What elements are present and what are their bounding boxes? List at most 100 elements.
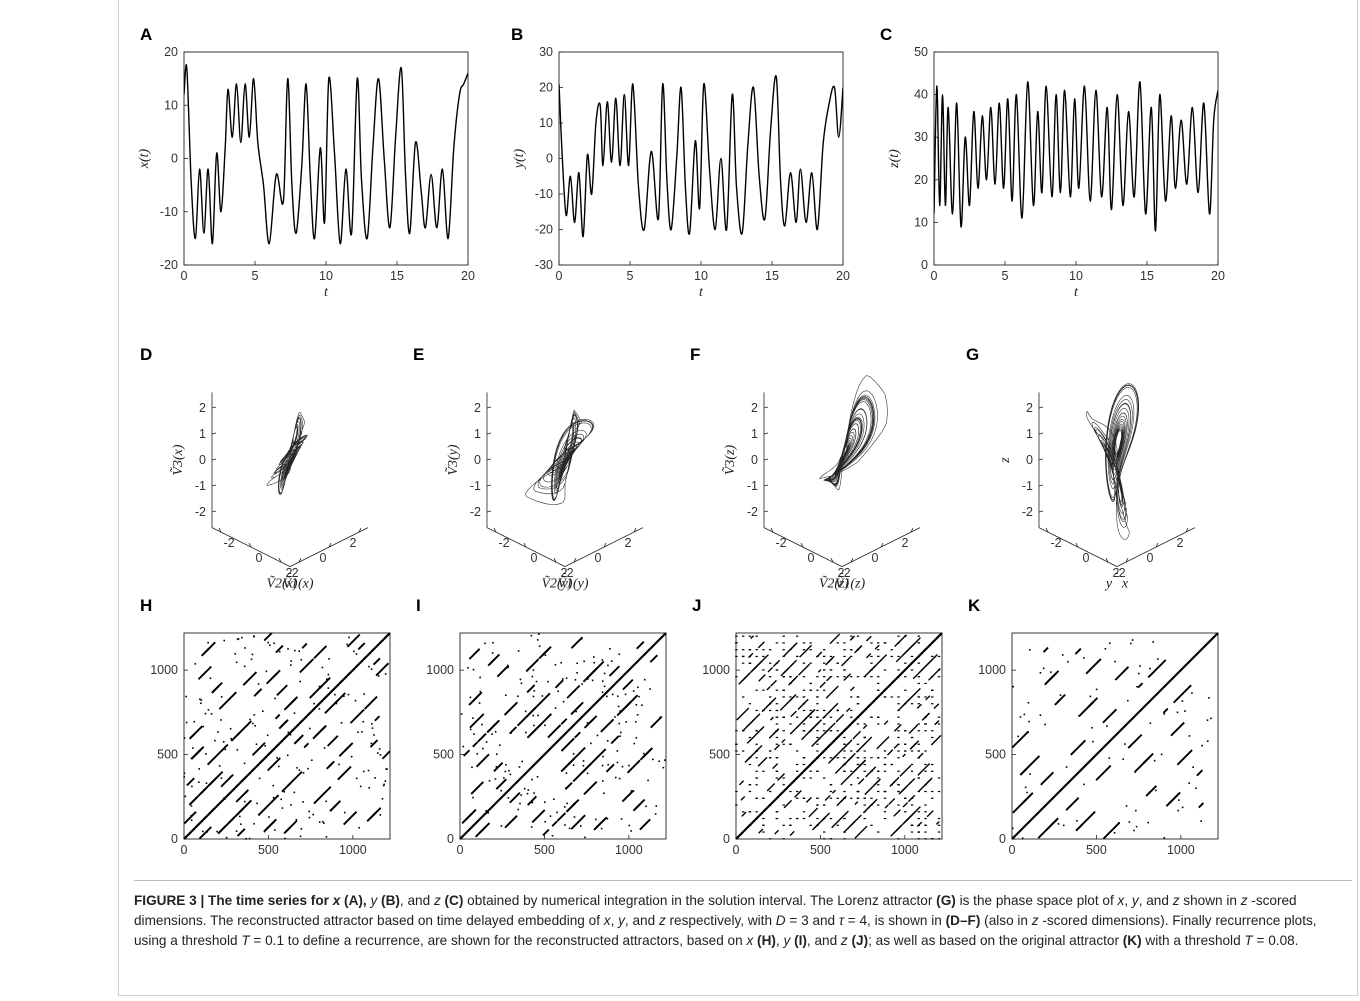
recurrence-point bbox=[554, 663, 557, 666]
recurrence-point bbox=[225, 836, 228, 839]
recurrence-segment bbox=[503, 701, 519, 716]
recurrence-segment bbox=[313, 645, 328, 660]
recurrence-point bbox=[1028, 720, 1030, 723]
recurrence-point bbox=[1201, 744, 1203, 747]
recurrence-point bbox=[606, 817, 609, 820]
recurrence-point bbox=[802, 709, 806, 712]
y-tick-label: 50 bbox=[914, 45, 928, 59]
recurrence-segment bbox=[284, 827, 291, 833]
recurrence-point bbox=[748, 811, 752, 813]
recurrence-point bbox=[795, 770, 799, 772]
recurrence-segment bbox=[190, 732, 196, 739]
recurrence-point bbox=[361, 731, 363, 733]
recurrence-point bbox=[816, 804, 819, 806]
recurrence-point bbox=[782, 689, 785, 691]
recurrence-point bbox=[272, 784, 274, 787]
recurrence-point bbox=[870, 757, 873, 759]
recurrence-point bbox=[1131, 639, 1134, 641]
recurrence-point bbox=[802, 649, 806, 651]
recurrence-point bbox=[735, 649, 738, 651]
recurrence-point bbox=[202, 725, 205, 728]
recurrence-point bbox=[863, 804, 866, 806]
recurrence-point bbox=[299, 835, 302, 838]
y-tick-mark bbox=[770, 527, 774, 533]
panel-letter-k: K bbox=[968, 596, 981, 615]
recurrence-point bbox=[823, 804, 826, 806]
recurrence-point bbox=[472, 717, 474, 720]
recurrence-point bbox=[924, 770, 927, 772]
recurrence-segment bbox=[817, 669, 822, 673]
y-tick-mark bbox=[1045, 527, 1049, 533]
recurrence-segment bbox=[799, 644, 813, 658]
recurrence-point bbox=[325, 836, 328, 838]
recurrence-point bbox=[322, 820, 324, 823]
z-tick-mark bbox=[1038, 484, 1044, 487]
panel-letter-f: F bbox=[690, 345, 700, 364]
recurrence-point bbox=[897, 676, 900, 678]
recurrence-segment bbox=[781, 738, 786, 744]
recurrence-point bbox=[628, 764, 630, 767]
recurrence-point bbox=[789, 682, 792, 685]
recurrence-point bbox=[937, 824, 941, 826]
recurrence-point bbox=[883, 770, 887, 772]
x-tick-label: 0 bbox=[320, 551, 327, 565]
recurrence-point bbox=[245, 837, 247, 840]
recurrence-segment bbox=[538, 647, 551, 660]
recurrence-point bbox=[802, 730, 806, 732]
recurrence-segment bbox=[798, 663, 811, 676]
recurrence-point bbox=[917, 750, 920, 752]
recurrence-segment bbox=[857, 778, 865, 785]
x-tick-mark bbox=[358, 527, 362, 533]
recurrence-point bbox=[655, 805, 658, 807]
recurrence-point bbox=[564, 806, 566, 808]
x-tick-mark bbox=[298, 557, 302, 563]
recurrence-point bbox=[252, 722, 254, 725]
recurrence-point bbox=[1039, 714, 1042, 716]
recurrence-point bbox=[619, 735, 621, 737]
recurrence-point bbox=[917, 817, 920, 820]
series-line bbox=[934, 81, 1218, 232]
recurrence-segment bbox=[477, 732, 487, 743]
recurrence-point bbox=[768, 790, 772, 793]
y-tick-label: -20 bbox=[160, 258, 178, 272]
recurrence-segment bbox=[207, 770, 224, 787]
recurrence-segment bbox=[758, 828, 764, 834]
recurrence-point bbox=[521, 760, 523, 763]
recurrence-point bbox=[1134, 771, 1136, 773]
recurrence-segment bbox=[779, 700, 791, 711]
recurrence-point bbox=[931, 838, 934, 840]
recurrence-point bbox=[789, 723, 792, 725]
recurrence-segment bbox=[925, 658, 934, 667]
recurrence-point bbox=[638, 695, 640, 698]
recurrence-point bbox=[383, 783, 385, 786]
recurrence-point bbox=[1065, 766, 1068, 768]
recurrence-segment bbox=[769, 716, 774, 721]
recurrence-segment bbox=[797, 698, 809, 710]
recurrence-point bbox=[823, 669, 826, 671]
recurrence-segment bbox=[230, 731, 241, 742]
recurrence-point bbox=[741, 662, 745, 664]
recurrence-segment bbox=[1065, 796, 1080, 811]
recurrence-point bbox=[308, 810, 310, 813]
recurrence-segment bbox=[746, 733, 758, 744]
recurrence-point bbox=[617, 705, 620, 708]
plot-frame bbox=[1011, 632, 1219, 840]
recurrence-point bbox=[897, 709, 900, 712]
recurrence-point bbox=[809, 770, 812, 772]
recurrence-segment bbox=[1102, 708, 1118, 724]
recurrence-point bbox=[236, 638, 239, 641]
recurrence-point bbox=[519, 678, 522, 681]
recurrence-point bbox=[1027, 701, 1030, 704]
recurrence-segment bbox=[757, 759, 765, 767]
z-tick-mark bbox=[211, 432, 217, 435]
recurrence-point bbox=[327, 673, 330, 676]
recurrence-segment bbox=[189, 789, 206, 805]
y-tick-label: -10 bbox=[160, 205, 178, 219]
caption-segment: (G) bbox=[936, 893, 956, 908]
recurrence-point bbox=[809, 689, 812, 691]
recurrence-point bbox=[603, 685, 606, 688]
z-tick-mark bbox=[1038, 510, 1044, 513]
recurrence-point bbox=[662, 766, 665, 769]
recurrence-point bbox=[877, 682, 880, 685]
recurrence-point bbox=[755, 784, 758, 786]
